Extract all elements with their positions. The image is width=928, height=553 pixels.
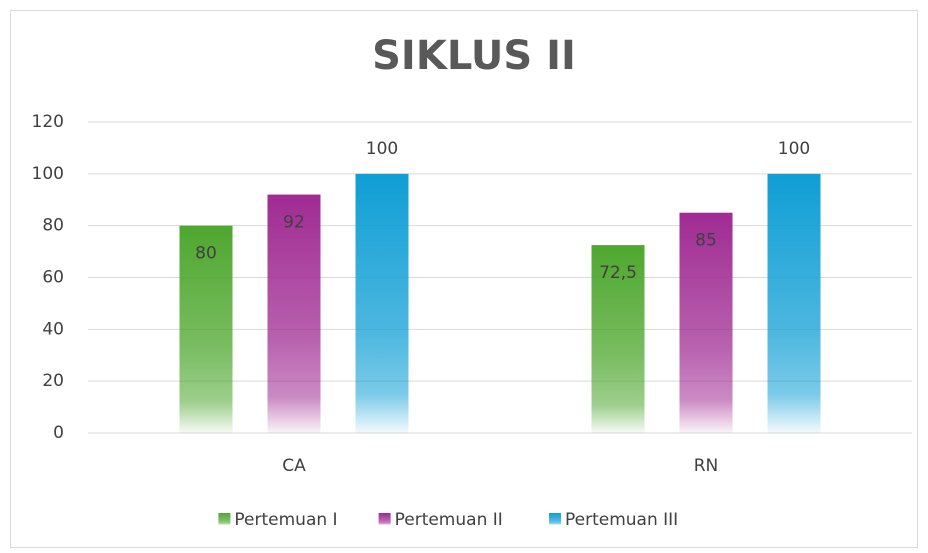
data-label: 100 (366, 139, 398, 159)
legend-swatch (218, 513, 231, 525)
data-label: 92 (283, 213, 305, 233)
legend-swatch (378, 513, 391, 525)
x-tick-label: CA (282, 456, 306, 476)
legend-label: Pertemuan I (234, 510, 337, 530)
data-label: 80 (195, 244, 217, 264)
x-tick-label: RN (694, 456, 719, 476)
y-tick-label: 20 (42, 371, 64, 391)
y-tick-label: 120 (32, 112, 64, 132)
bar (679, 212, 733, 433)
chart-title: SIKLUS II (372, 33, 576, 79)
data-label: 85 (695, 231, 717, 251)
y-tick-label: 40 (42, 319, 64, 339)
y-tick-label: 100 (32, 164, 64, 184)
bar (267, 194, 321, 433)
y-tick-label: 0 (53, 423, 64, 443)
data-label: 100 (778, 139, 810, 159)
legend-label: Pertemuan II (395, 510, 503, 530)
legend-swatch (549, 513, 561, 525)
bar (179, 225, 233, 433)
bar (767, 173, 821, 434)
y-tick-label: 80 (42, 216, 64, 236)
bar (355, 173, 409, 434)
bar (591, 245, 645, 433)
chart-frame (10, 10, 918, 548)
data-label: 72,5 (599, 263, 637, 283)
legend-label: Pertemuan III (565, 510, 678, 530)
y-tick-label: 60 (42, 268, 64, 288)
